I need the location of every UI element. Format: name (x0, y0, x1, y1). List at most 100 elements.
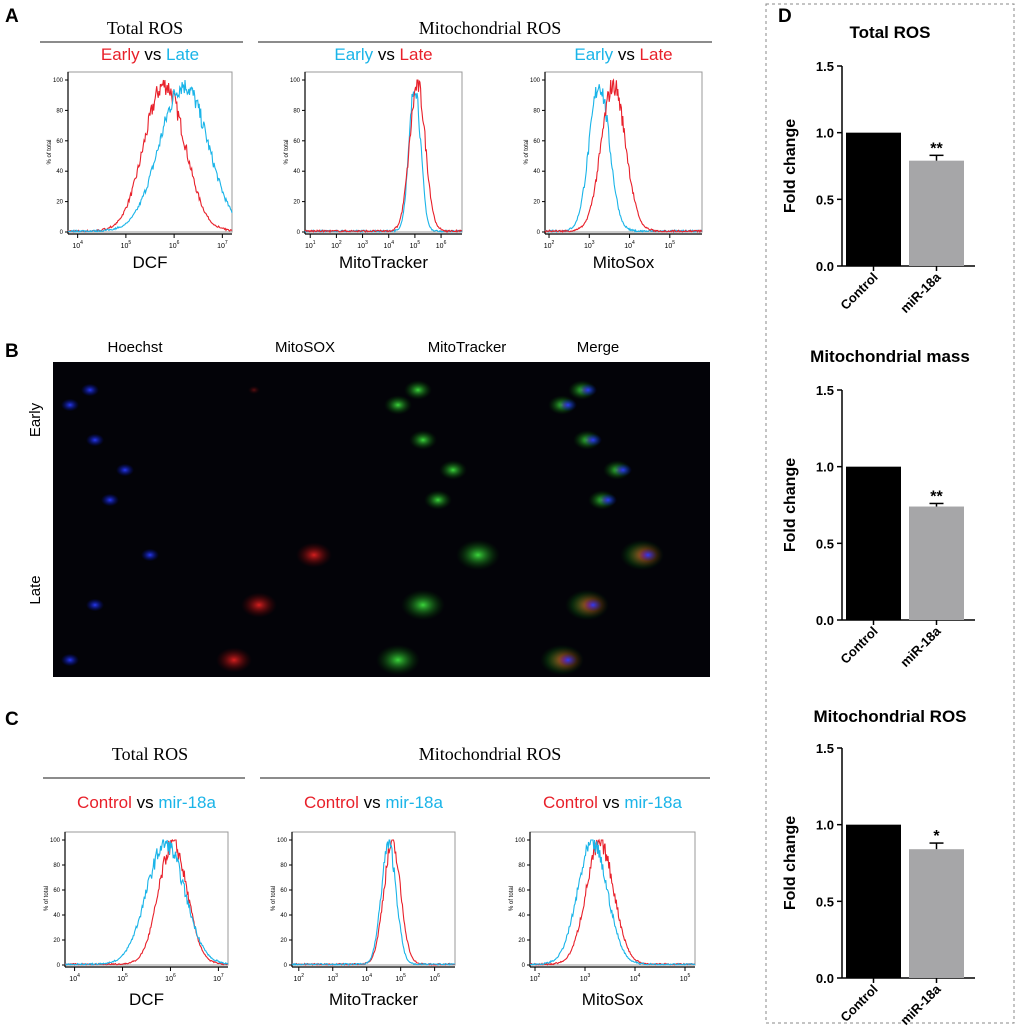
title-part: mir-18a (385, 793, 443, 812)
x-tick-exponent: 5 (128, 240, 131, 246)
bar-mir-18a (909, 849, 964, 978)
x-tick-label: 105 (121, 240, 132, 250)
y-tick-label: 60 (518, 888, 525, 894)
y-tick-label: 20 (280, 938, 287, 944)
title-part: Late (166, 45, 199, 64)
column-label-mitosox: MitoSOX (275, 339, 335, 356)
title-part: vs (373, 45, 399, 64)
x-tick-exponent: 5 (403, 973, 406, 979)
chart-title: Mitochondrial mass (810, 347, 970, 366)
x-tick-exponent: 6 (437, 973, 440, 979)
histogram-early (544, 84, 703, 234)
x-tick-label: 105 (680, 973, 691, 983)
chart-D2: Mitochondrial mass 0.0 0.5 1.0 1.5 Fold chang… (782, 347, 975, 670)
y-tick-label: 60 (56, 139, 63, 145)
y-tick-label: 0.0 (816, 971, 834, 986)
plot-frame (304, 71, 463, 233)
y-tick-label: 100 (530, 78, 541, 84)
cell (61, 398, 79, 412)
chart-title: Mitochondrial ROS (814, 707, 967, 726)
x-tick-exponent: 4 (638, 973, 641, 979)
x-tick-label: miR-18a (897, 269, 944, 316)
chart-title: Total ROS (850, 23, 931, 42)
panel-d-frame (765, 3, 1015, 1024)
y-tick-label: 0.0 (816, 259, 834, 274)
x-tick-label: 104 (72, 240, 83, 250)
y-tick-label: 40 (518, 913, 525, 919)
y-tick-label: 0 (522, 963, 526, 969)
x-tick-label: 106 (429, 973, 440, 983)
x-tick-label: 102 (530, 973, 541, 983)
histogram-early (67, 79, 233, 233)
y-axis-label: Fold change (782, 458, 799, 552)
x-tick-label: 104 (383, 240, 394, 250)
cell (599, 493, 617, 507)
chart-title: Early vs Late (101, 45, 199, 64)
x-tick-label: 103 (357, 240, 368, 250)
y-tick-label: 1.5 (816, 59, 834, 74)
y-tick-label: 80 (56, 108, 63, 114)
chart-C1: Control vs mir-18a 0 20 40 60 80 100 104 105 106 1… (44, 793, 229, 1009)
x-tick-label: Control (837, 624, 880, 667)
x-tick-exponent: 4 (632, 240, 635, 246)
x-tick-exponent: 7 (221, 973, 224, 979)
title-part: Control (543, 793, 598, 812)
x-tick-label: Control (837, 270, 880, 313)
cell (579, 383, 597, 397)
y-axis-label: % of total (284, 139, 290, 164)
histogram-early (304, 91, 463, 234)
x-tick-label: 103 (327, 973, 338, 983)
panel-c-mito-ros-header: Mitochondrial ROS (419, 744, 562, 764)
chart-title: Early vs Late (574, 45, 672, 64)
microscopy-image (53, 362, 710, 677)
y-tick-label: 20 (53, 938, 60, 944)
x-tick-label: 101 (305, 240, 316, 250)
y-tick-label: 40 (53, 913, 60, 919)
panel-d-label: D (778, 6, 792, 27)
y-tick-label: 40 (293, 169, 300, 175)
x-tick-exponent: 1 (313, 240, 316, 246)
cell (86, 598, 104, 612)
cell (401, 589, 445, 621)
x-axis-label: MitoSox (582, 990, 644, 1009)
y-tick-label: 40 (533, 169, 540, 175)
y-tick-label: 100 (290, 78, 301, 84)
cell (404, 380, 432, 400)
cell (639, 548, 657, 562)
x-tick-exponent: 3 (592, 240, 595, 246)
y-tick-label: 80 (518, 863, 525, 869)
cell (101, 493, 119, 507)
y-axis-label: Fold change (782, 119, 799, 213)
cell (559, 398, 577, 412)
plot-frame (67, 71, 233, 233)
x-tick-label: 103 (584, 240, 595, 250)
title-part: vs (132, 793, 158, 812)
row-label-late: Late (27, 575, 44, 604)
cell (456, 539, 500, 571)
row-label-early: Early (27, 402, 44, 437)
y-tick-label: 40 (56, 169, 63, 175)
cell (439, 460, 467, 480)
x-axis-label: MitoTracker (339, 253, 428, 272)
y-tick-label: 100 (50, 838, 61, 844)
x-tick-label: 104 (361, 973, 372, 983)
histogram-control (291, 839, 456, 966)
x-tick-label: 102 (294, 973, 305, 983)
y-tick-label: 20 (56, 200, 63, 206)
x-tick-exponent: 6 (444, 240, 447, 246)
cell (614, 463, 632, 477)
x-tick-label: miR-18a (897, 981, 944, 1028)
y-tick-label: 80 (280, 863, 287, 869)
chart-D1: Total ROS 0.0 0.5 1.0 1.5 Fold change Control *… (782, 23, 975, 316)
cell (296, 542, 332, 568)
cell (141, 548, 159, 562)
cell (376, 644, 420, 676)
chart-title: Control vs mir-18a (543, 793, 682, 812)
panel-c-total-ros-header: Total ROS (112, 744, 188, 764)
chart-C3: Control vs mir-18a 0 20 40 60 80 100 102 103 104 1… (509, 793, 696, 1009)
chart-D3: Mitochondrial ROS 0.0 0.5 1.0 1.5 Fold change… (782, 707, 975, 1028)
x-tick-label: 105 (395, 973, 406, 983)
x-tick-label: 106 (436, 240, 447, 250)
column-label-hoechst: Hoechst (107, 339, 163, 356)
cell (409, 430, 437, 450)
